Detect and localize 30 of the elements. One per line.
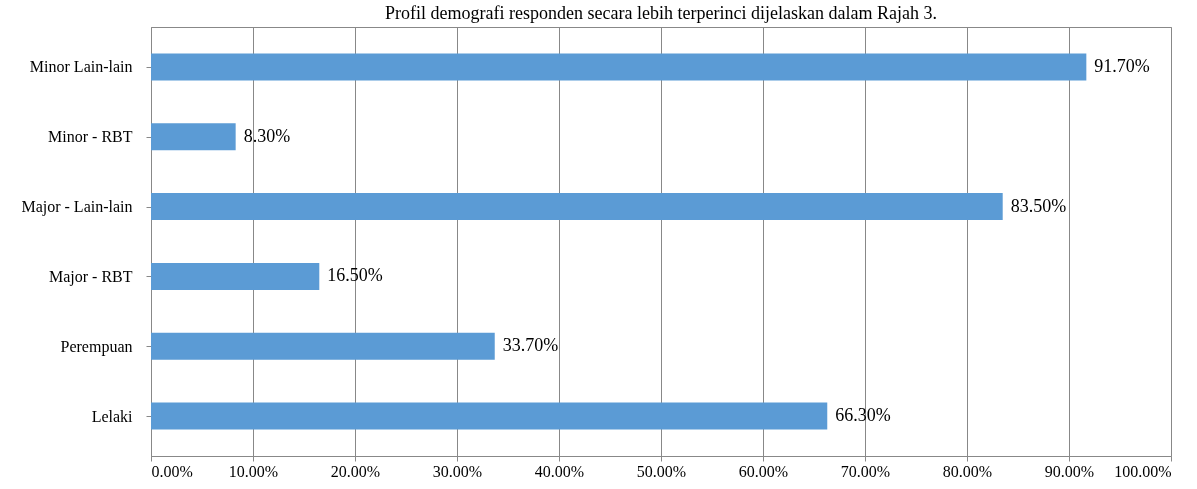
data-label: 66.30% — [835, 405, 891, 426]
data-label: 16.50% — [327, 265, 383, 286]
y-tick-label: Minor Lain-lain — [29, 58, 133, 76]
x-tick-label: 90.00% — [1044, 462, 1095, 480]
y-tick-label: Minor - RBT — [48, 128, 133, 146]
chart-title: Profil demografi responden secara lebih terperinci dijelaskan dalam Rajah 3. — [385, 3, 937, 23]
x-tick-label: 50.00% — [636, 462, 687, 480]
bar — [151, 123, 236, 151]
bar — [151, 402, 828, 430]
x-tick-label: 40.00% — [534, 462, 585, 480]
x-tick-label: 20.00% — [330, 462, 381, 480]
bar — [151, 53, 1087, 81]
data-label: 8.30% — [243, 125, 291, 146]
bar — [151, 262, 320, 290]
y-tick-label: Perempuan — [60, 337, 133, 356]
y-tick-label: Major - RBT — [48, 267, 133, 286]
x-tick-label: 100.00% — [1114, 462, 1172, 480]
x-tick-label: 0.00% — [151, 462, 193, 480]
x-tick-label: 10.00% — [228, 462, 279, 480]
y-tick-label: Lelaki — [91, 407, 134, 425]
y-tick-label: Major - Lain-lain — [21, 198, 133, 217]
bar — [151, 332, 495, 360]
x-tick-label: 80.00% — [942, 462, 993, 480]
x-tick-label: 70.00% — [840, 462, 891, 480]
data-label: 33.70% — [502, 335, 559, 356]
bar — [151, 193, 1003, 221]
data-label: 83.50% — [1010, 195, 1067, 216]
x-tick-label: 60.00% — [738, 462, 789, 480]
data-label: 91.70% — [1094, 55, 1150, 76]
x-tick-label: 30.00% — [432, 462, 483, 480]
